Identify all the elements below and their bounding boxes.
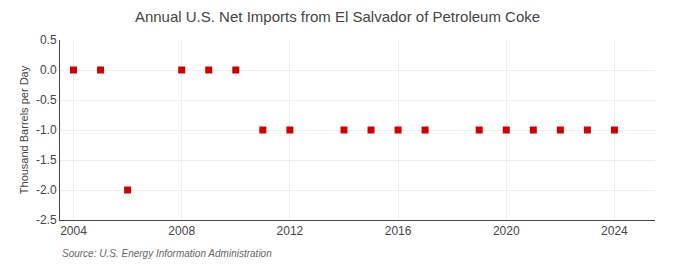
svg-text:-1.0: -1.0: [36, 123, 57, 137]
svg-text:-1.5: -1.5: [36, 153, 57, 167]
svg-text:Annual U.S. Net Imports from E: Annual U.S. Net Imports from El Salvador…: [135, 8, 540, 25]
svg-text:0.5: 0.5: [40, 33, 57, 47]
svg-text:2020: 2020: [493, 224, 520, 238]
svg-text:-2.5: -2.5: [36, 213, 57, 227]
svg-text:2016: 2016: [385, 224, 412, 238]
svg-text:2024: 2024: [601, 224, 628, 238]
svg-text:2008: 2008: [168, 224, 195, 238]
svg-text:2012: 2012: [277, 224, 304, 238]
svg-text:-2.0: -2.0: [36, 183, 57, 197]
svg-text:2004: 2004: [60, 224, 87, 238]
svg-text:-0.5: -0.5: [36, 93, 57, 107]
svg-text:Thousand Barrels per Day: Thousand Barrels per Day: [18, 65, 30, 194]
svg-text:Source: U.S. Energy Informatio: Source: U.S. Energy Information Administ…: [62, 248, 272, 259]
svg-text:0.0: 0.0: [40, 63, 57, 77]
